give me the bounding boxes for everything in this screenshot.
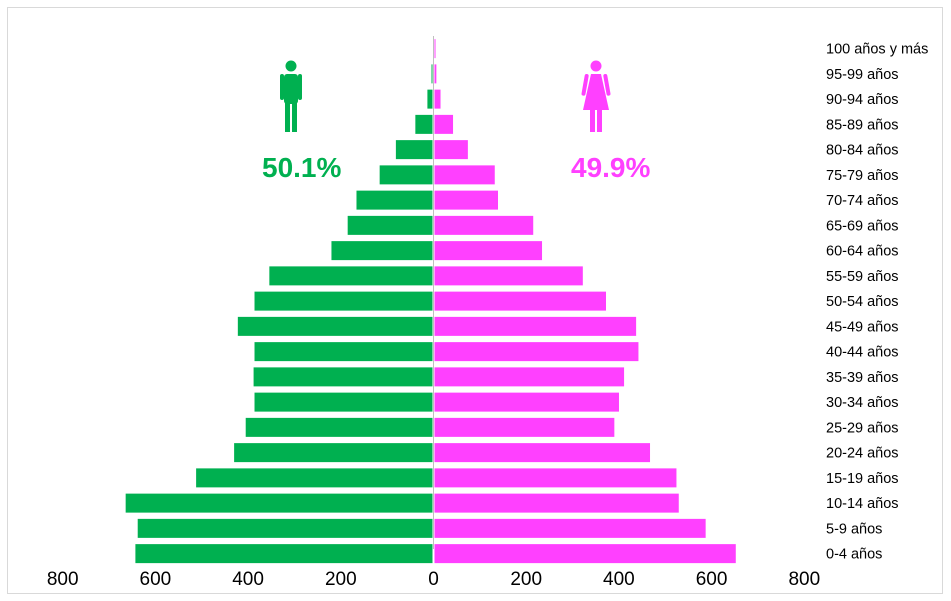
male-bar-1 xyxy=(137,518,433,538)
age-group-label: 90-94 años xyxy=(826,92,899,108)
female-bar-2 xyxy=(434,493,679,513)
x-tick-label: 800 xyxy=(47,569,79,590)
male-bar-10 xyxy=(254,291,433,311)
female-percentage-label: 49.9% xyxy=(571,152,651,183)
age-group-label: 40-44 años xyxy=(826,345,899,361)
age-group-label: 100 años y más xyxy=(826,42,928,58)
female-bar-0 xyxy=(434,544,736,564)
female-bar-15 xyxy=(434,165,495,185)
male-bars xyxy=(125,64,433,564)
age-group-label: 30-34 años xyxy=(826,395,899,411)
female-bar-1 xyxy=(434,518,706,538)
male-bar-13 xyxy=(347,215,433,235)
age-group-label: 0-4 años xyxy=(826,547,882,563)
male-bar-6 xyxy=(254,392,433,412)
x-tick-label: 400 xyxy=(232,569,264,590)
male-bar-17 xyxy=(415,114,433,134)
female-bar-12 xyxy=(434,241,543,261)
x-tick-label: 0 xyxy=(428,569,439,590)
age-group-label: 20-24 años xyxy=(826,446,899,462)
female-bars xyxy=(434,39,736,564)
x-tick-label: 600 xyxy=(696,569,728,590)
female-bar-9 xyxy=(434,316,637,336)
male-bar-2 xyxy=(125,493,433,513)
male-bar-12 xyxy=(331,241,433,261)
x-tick-label: 400 xyxy=(603,569,635,590)
female-person-icon xyxy=(581,60,611,132)
age-group-label: 70-74 años xyxy=(826,193,899,209)
male-bar-18 xyxy=(427,89,433,109)
female-bar-11 xyxy=(434,266,583,286)
female-bar-19 xyxy=(434,64,437,84)
age-group-label: 55-59 años xyxy=(826,269,899,285)
female-bar-4 xyxy=(434,443,651,463)
male-bar-8 xyxy=(254,342,433,362)
female-bar-17 xyxy=(434,114,454,134)
age-group-label: 95-99 años xyxy=(826,67,899,83)
population-pyramid-chart: 800 600 400 200 0 200 400 600 800 0-4 años 5-9 añ… xyxy=(47,36,928,590)
male-bar-16 xyxy=(395,140,433,160)
x-tick-label: 200 xyxy=(325,569,357,590)
age-group-label: 50-54 años xyxy=(826,294,899,310)
age-group-label: 10-14 años xyxy=(826,496,899,512)
x-tick-label: 200 xyxy=(510,569,542,590)
x-axis-tick-labels: 800 600 400 200 0 200 400 600 800 xyxy=(47,569,820,590)
female-bar-20 xyxy=(434,39,436,59)
x-tick-label: 800 xyxy=(788,569,820,590)
male-bar-19 xyxy=(431,64,433,84)
male-percentage-label: 50.1% xyxy=(262,152,342,183)
male-bar-11 xyxy=(269,266,433,286)
female-bar-18 xyxy=(434,89,441,109)
female-bar-10 xyxy=(434,291,606,311)
female-bar-7 xyxy=(434,367,625,387)
age-group-label: 85-89 años xyxy=(826,117,899,133)
age-group-label: 15-19 años xyxy=(826,471,899,487)
age-group-label: 45-49 años xyxy=(826,319,899,335)
x-tick-label: 600 xyxy=(140,569,172,590)
female-bar-16 xyxy=(434,140,468,160)
age-group-label: 80-84 años xyxy=(826,143,899,159)
age-group-label: 60-64 años xyxy=(826,244,899,260)
female-bar-13 xyxy=(434,215,534,235)
male-bar-5 xyxy=(245,417,433,437)
female-bar-14 xyxy=(434,190,498,210)
female-bar-6 xyxy=(434,392,619,412)
male-bar-3 xyxy=(196,468,433,488)
male-bar-4 xyxy=(234,443,433,463)
male-bar-0 xyxy=(135,544,433,564)
male-bar-14 xyxy=(356,190,433,210)
age-group-label: 35-39 años xyxy=(826,370,899,386)
age-group-labels: 0-4 años 5-9 años 10-14 años 15-19 años 20-2… xyxy=(826,42,928,563)
female-bar-5 xyxy=(434,417,615,437)
age-group-label: 5-9 años xyxy=(826,521,882,537)
age-group-label: 25-29 años xyxy=(826,420,899,436)
male-bar-15 xyxy=(379,165,433,185)
male-bar-7 xyxy=(253,367,433,387)
male-person-icon xyxy=(280,60,302,132)
male-bar-9 xyxy=(237,316,433,336)
chart-frame: 800 600 400 200 0 200 400 600 800 0-4 años 5-9 añ… xyxy=(7,7,943,594)
age-group-label: 65-69 años xyxy=(826,218,899,234)
female-bar-3 xyxy=(434,468,677,488)
age-group-label: 75-79 años xyxy=(826,168,899,184)
female-bar-8 xyxy=(434,342,639,362)
